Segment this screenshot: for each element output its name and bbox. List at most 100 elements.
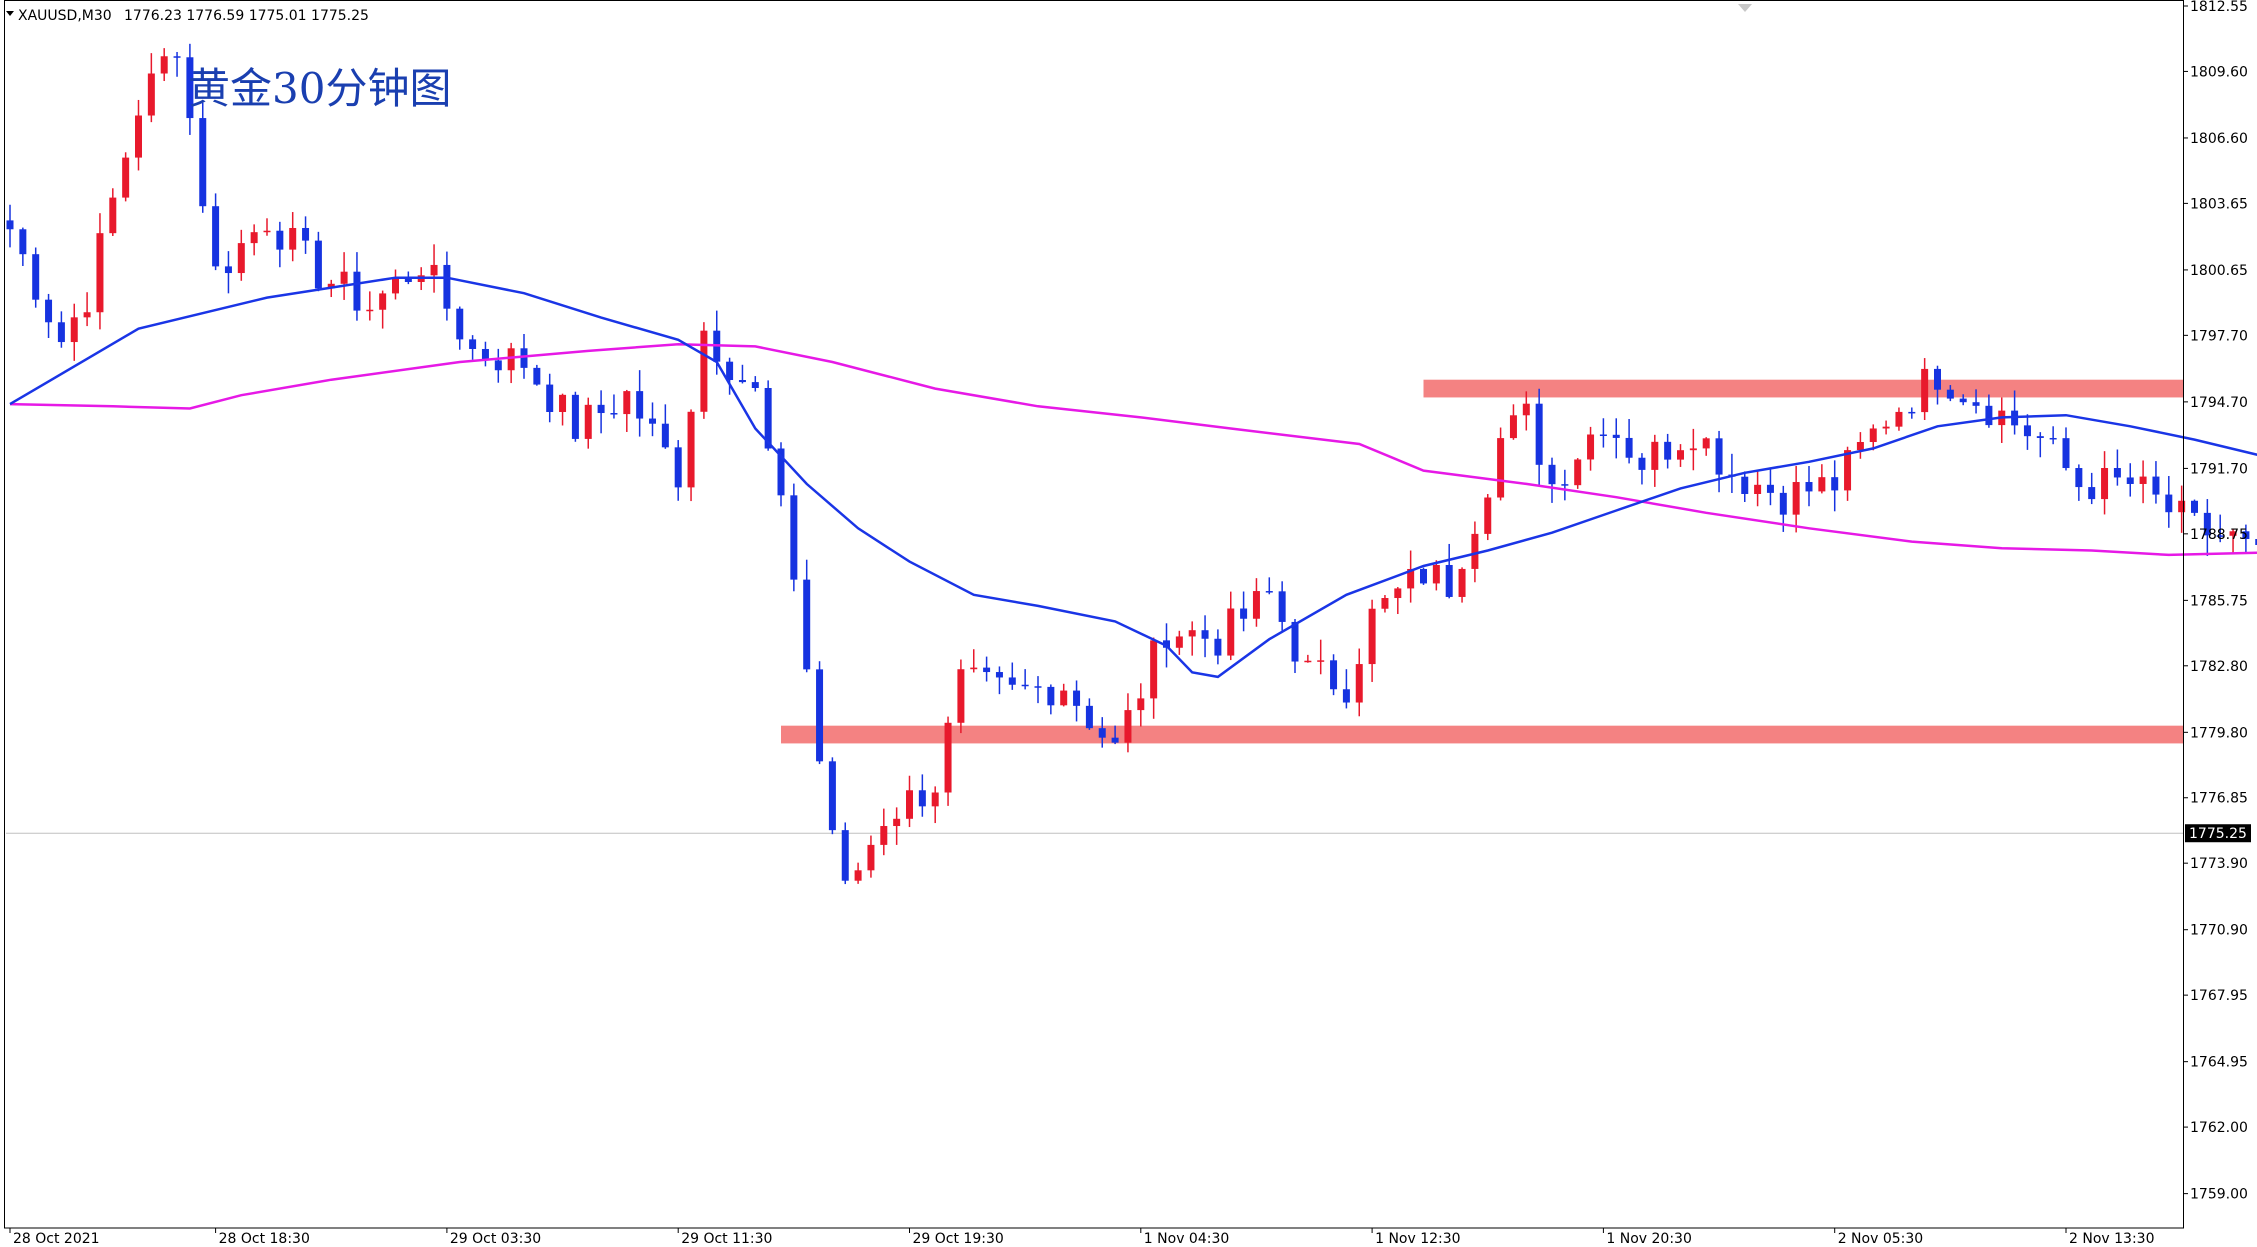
candle-body [1921,368,1929,413]
candle-body [764,387,772,449]
candle-body [687,411,695,488]
candle-body [1818,477,1826,492]
candle-body [970,667,978,670]
candle-body [70,317,78,343]
candle-body [1163,640,1170,648]
candle-body [443,264,451,309]
candle-body [1844,450,1852,491]
candle-body [1008,677,1016,685]
candle-body [340,271,348,284]
candle-body [1342,689,1350,703]
y-tick-label: 1773.90 [2190,856,2248,872]
candle-body [481,348,489,361]
candle-body [57,322,65,343]
candle-body [1934,368,1941,390]
candle-body [1522,403,1530,416]
candle-body [469,339,477,349]
candle-body [931,792,939,807]
ohlc-values: 1776.23 1776.59 1775.01 1775.25 [124,8,369,24]
candle-body [1754,484,1762,494]
symbol-label[interactable]: XAUUSD,M30 [18,8,112,24]
y-tick-label: 1759.00 [2190,1187,2248,1203]
candle-body [1805,482,1813,492]
candle-body [1420,568,1427,584]
candle-body [1445,564,1453,597]
candle-body [1548,464,1556,485]
candle-body [135,115,142,158]
candle-body [160,56,168,74]
candle-body [1278,591,1286,622]
candle-body [906,790,913,819]
y-tick-label: 1809.60 [2190,64,2248,80]
candle-body [379,293,387,310]
x-tick-label: 29 Oct 11:30 [681,1231,772,1247]
candle-body [2023,425,2031,437]
candle-body [674,447,682,488]
candle-body [1137,698,1145,711]
candle-body [1535,403,1543,465]
candle-body [224,266,232,274]
candle-body [173,56,181,58]
candle-body [507,348,515,371]
candle-body [1509,415,1517,439]
candle-body [2036,436,2044,438]
price-zone-1 [1423,379,2183,398]
candle-body [1188,630,1196,637]
candle-body [1381,598,1389,609]
candle-body [2152,476,2160,495]
candle-body [1831,477,1839,491]
time-axis[interactable]: 28 Oct 2021 28 Oct 18:30 29 Oct 03:30 29 Oc… [9,1228,2257,1247]
candle-body [1561,484,1569,486]
candle-body [816,669,824,762]
candle-body [1664,441,1672,460]
chart-header: XAUUSD,M30 1776.23 1776.59 1775.01 1775.… [6,4,1752,24]
chart-frame [4,0,2184,1229]
candle-body [1651,441,1659,470]
candle-body [1227,608,1235,656]
moving-averages [9,276,2257,679]
candle-body [32,254,40,300]
candle-body [289,227,297,250]
candle-body [1060,690,1068,706]
candle-body [1355,664,1363,703]
x-tick-label: 2 Nov 13:30 [2069,1231,2154,1247]
candle-body [2088,487,2096,500]
candle-body [1792,482,1800,515]
candle-body [1252,591,1260,619]
candle-body [1330,660,1338,690]
current-price-label: 1775.25 [2189,826,2247,842]
y-tick-label: 1785.75 [2190,593,2248,609]
x-tick-label: 29 Oct 19:30 [913,1231,1004,1247]
price-axis[interactable]: 1812.55 1809.60 1806.60 1803.65 1800.65 1797.… [2183,0,2251,1203]
candle-body [1175,636,1183,648]
candle-body [1240,608,1248,619]
scroll-marker-icon[interactable] [1738,4,1752,12]
candle-body [1047,686,1055,706]
candle-body [366,309,374,312]
candle-body [212,206,220,267]
price-zones [781,379,2183,744]
chart-title: 黄金30分钟图 [188,64,451,113]
candle-body [957,669,965,723]
candle-body [751,382,759,388]
candle-body [109,197,117,234]
candle-body [661,423,669,448]
candle-body [1214,638,1222,656]
x-tick-label: 28 Oct 18:30 [219,1231,310,1247]
candle-body [2139,476,2147,484]
candle-body [1779,492,1787,515]
candle-body [2062,438,2070,469]
candle-body [1484,497,1492,534]
candle-body [2229,531,2237,536]
y-tick-label: 1797.70 [2190,328,2248,344]
candle-body [726,361,734,381]
symbol-dropdown-icon[interactable] [6,11,14,16]
candle-body [122,157,130,198]
candle-body [841,830,849,881]
candle-body [263,230,271,233]
y-tick-label: 1782.80 [2190,659,2248,675]
candle-body [1265,591,1273,593]
fast-ma-line [9,276,2257,679]
